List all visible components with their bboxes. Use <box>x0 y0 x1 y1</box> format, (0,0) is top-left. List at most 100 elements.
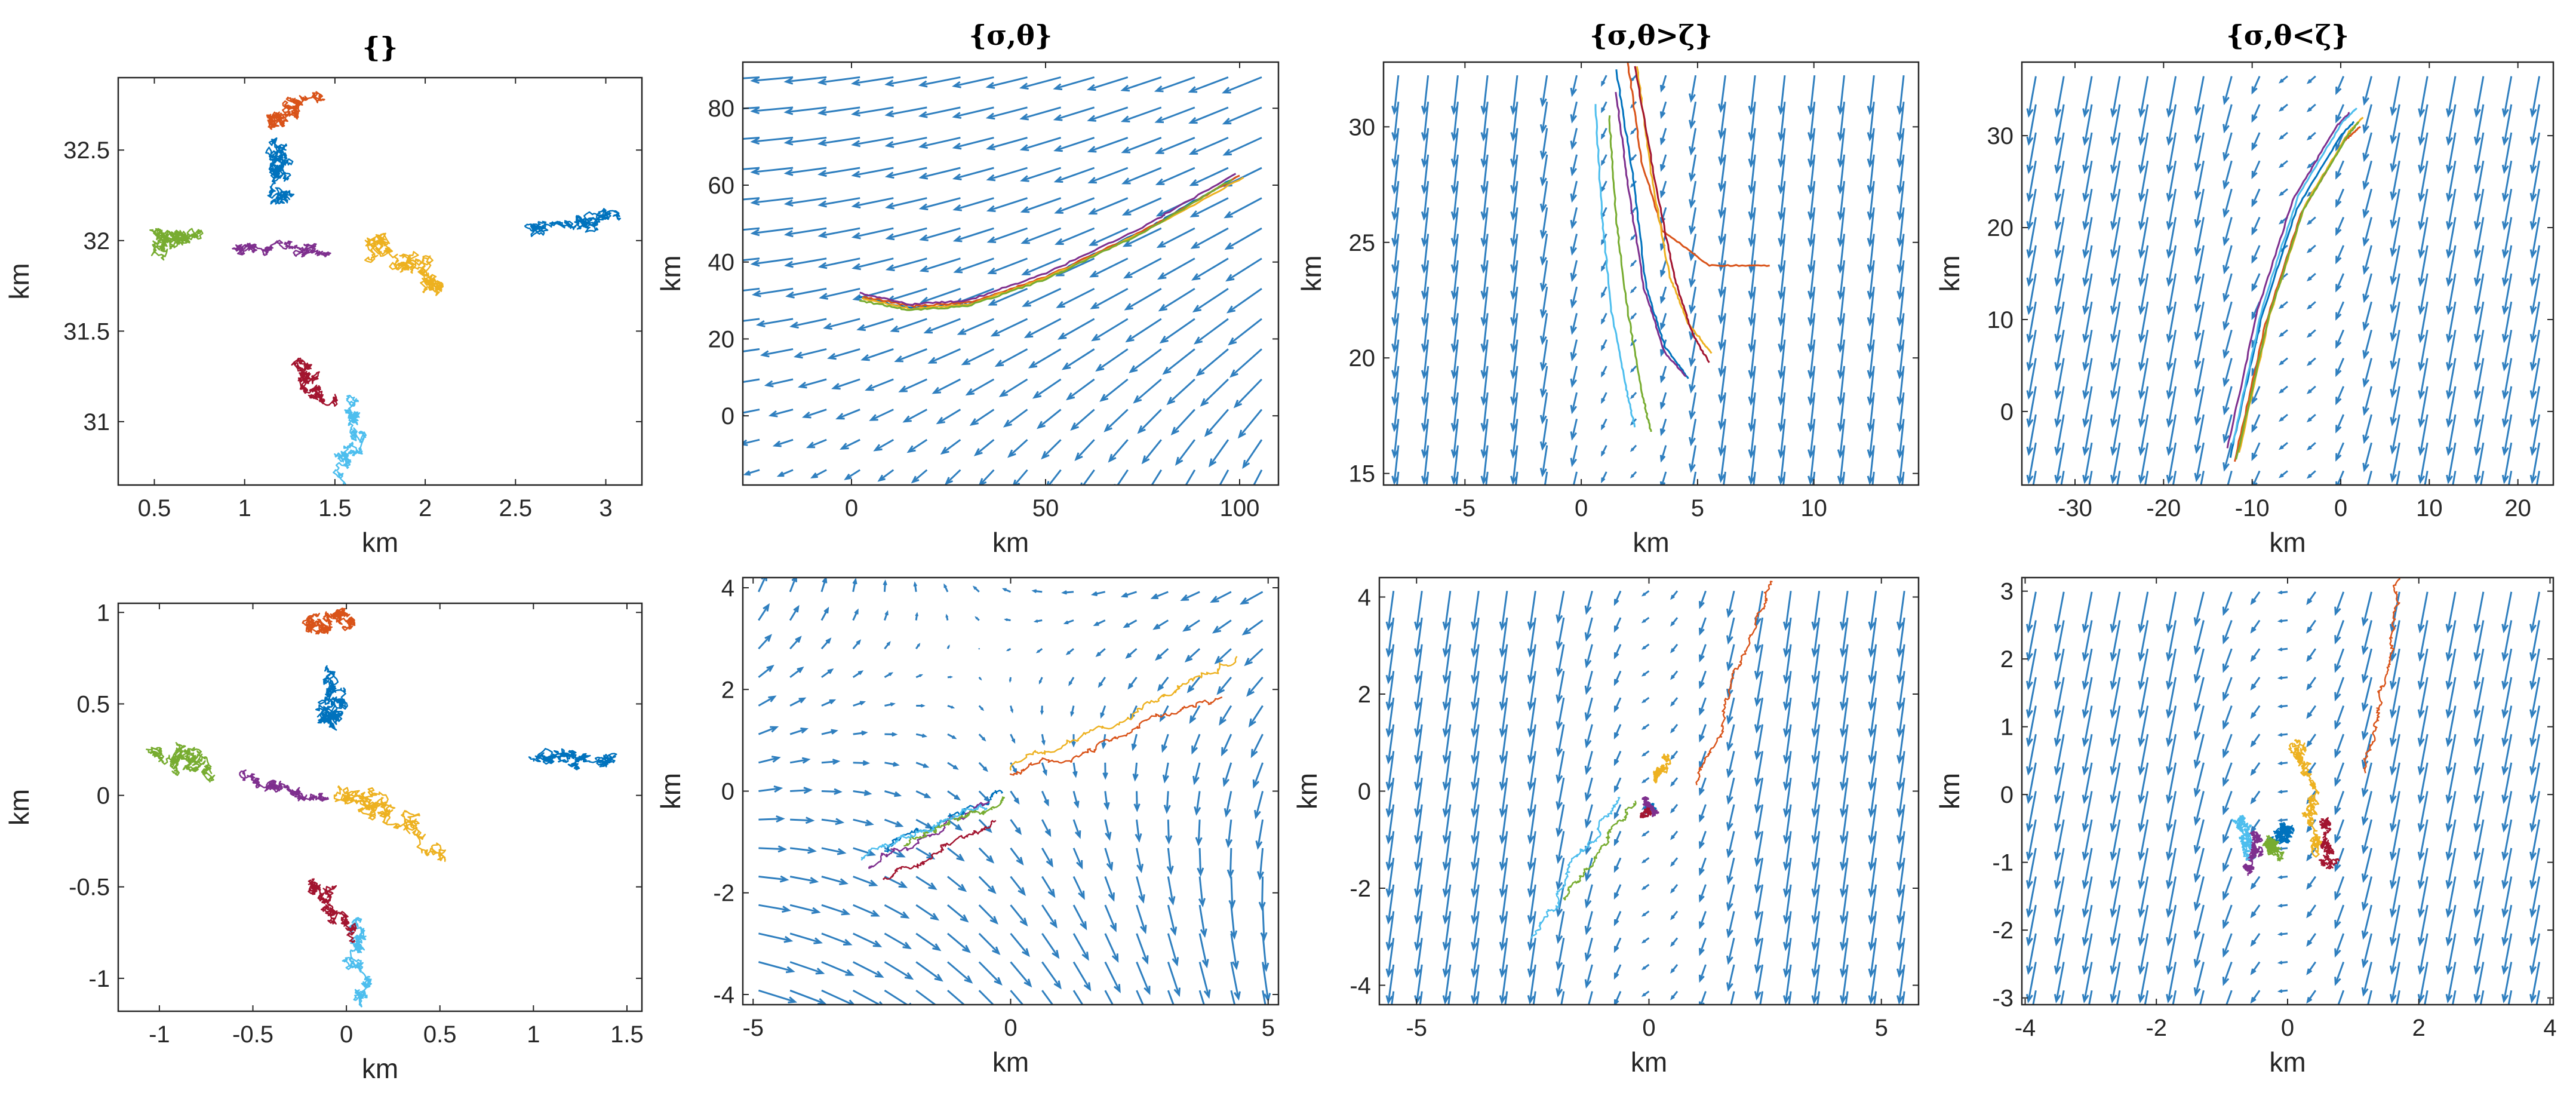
quiver-arrow <box>2335 442 2345 462</box>
quiver-arrow <box>1104 961 1121 993</box>
quiver-arrow <box>869 409 894 421</box>
quiver-arrow <box>758 815 785 823</box>
quiver-arrow <box>1688 339 1697 367</box>
quiver-arrow <box>2088 471 2093 485</box>
quiver-arrow <box>2446 330 2457 372</box>
quiver-arrow <box>1726 724 1735 752</box>
quiver-arrow <box>2417 791 2429 833</box>
quiver-arrow <box>1839 777 1849 818</box>
quiver-arrow <box>1244 648 1264 667</box>
quiver-arrow <box>1867 366 1875 406</box>
quiver-arrow <box>1442 804 1452 845</box>
quiver-arrow <box>2501 245 2513 287</box>
quiver-arrow <box>2250 961 2261 975</box>
quiver-arrow <box>1601 260 1607 272</box>
quiver-arrow <box>1480 180 1489 221</box>
quiver-arrow <box>817 197 860 208</box>
quiver-arrow <box>2110 705 2121 747</box>
quiver-arrow <box>2389 762 2400 805</box>
quiver-arrow <box>1414 644 1423 685</box>
quiver-arrow <box>947 847 965 862</box>
quiver-arrow <box>2446 245 2457 287</box>
quiver-arrow <box>789 636 802 650</box>
quiver-arrow <box>1421 207 1430 247</box>
quiver-arrow <box>2306 301 2316 310</box>
quiver-arrow <box>1391 207 1400 247</box>
quiver-arrow <box>1688 102 1697 130</box>
quiver-arrow <box>2417 762 2429 805</box>
quiver-arrow <box>1391 991 1395 1005</box>
quiver-arrow <box>1896 234 1905 274</box>
quiver-arrow <box>927 348 961 364</box>
quiver-arrow <box>1114 469 1129 485</box>
trajectory-line <box>528 748 617 771</box>
quiver-arrow <box>1041 762 1047 777</box>
quiver-arrow <box>2025 791 2037 833</box>
quiver-arrow <box>1659 128 1667 146</box>
quiver-arrow <box>2306 413 2316 423</box>
quiver-arrow <box>1539 286 1548 319</box>
quiver-arrow <box>1224 197 1262 219</box>
quiver-arrow <box>946 990 966 1005</box>
quiver-arrow <box>1570 102 1578 124</box>
quiver-arrow <box>2306 619 2317 634</box>
quiver-arrow <box>1237 409 1263 439</box>
quiver-arrow <box>1778 102 1786 142</box>
quiver-arrow <box>2250 648 2261 662</box>
quiver-arrow <box>2501 904 2513 947</box>
quiver-arrow <box>1759 991 1764 1005</box>
quiver-arrow <box>1510 286 1518 327</box>
trajectory-line <box>2231 815 2253 861</box>
quiver-arrow <box>865 378 894 391</box>
quiver-arrow <box>2389 819 2400 861</box>
quiver-arrow <box>2025 733 2037 776</box>
quiver-arrow <box>1095 348 1129 372</box>
x-tick-label: 1 <box>527 1021 540 1048</box>
quiver-arrow <box>2529 104 2541 146</box>
quiver-arrow <box>1104 848 1114 871</box>
quiver-arrow <box>1421 102 1430 142</box>
quiver-arrow <box>2251 104 2261 123</box>
quiver-arrow <box>743 378 760 383</box>
trajectory-line <box>364 232 444 296</box>
quiver-arrow <box>1222 137 1262 156</box>
quiver-arrow <box>2222 705 2233 730</box>
quiver-arrow <box>2223 189 2233 218</box>
quiver-arrow <box>789 604 800 621</box>
quiver-arrow <box>1659 366 1667 383</box>
quiver-arrow <box>1499 964 1508 1005</box>
quiver-arrow <box>2306 470 2316 479</box>
quiver-arrow <box>1103 791 1110 811</box>
quiver-arrow <box>1450 75 1459 115</box>
quiver-arrow <box>1391 445 1400 485</box>
quiver-arrow <box>743 287 760 291</box>
x-tick-label: -1 <box>149 1021 170 1048</box>
quiver-arrow <box>2025 677 2037 719</box>
quiver-arrow <box>1189 167 1229 186</box>
quiver-arrow <box>1053 76 1095 91</box>
quiver-arrow <box>1104 904 1117 932</box>
quiver-arrow <box>1601 418 1607 431</box>
quiver-arrow <box>952 167 994 181</box>
quiver-arrow <box>1193 318 1229 345</box>
quiver-arrow <box>2361 962 2372 997</box>
quiver-arrow <box>2501 104 2513 146</box>
quiver-arrow <box>797 378 827 389</box>
quiver-arrow <box>2501 876 2513 918</box>
y-tick-label: 0 <box>2000 399 2014 425</box>
quiver-arrow <box>1811 911 1821 952</box>
quiver-arrow <box>1811 644 1821 685</box>
quiver-arrow <box>1556 724 1565 757</box>
quiver-arrow <box>1718 419 1726 457</box>
quiver-arrow <box>1584 804 1593 828</box>
quiver-arrow <box>2501 160 2513 202</box>
y-tick-label: -2 <box>1350 876 1371 902</box>
quiver-arrow <box>2223 76 2233 106</box>
quiver-arrow <box>1023 318 1062 339</box>
x-tick-label: -5 <box>1406 1015 1427 1041</box>
quiver-arrow <box>2361 933 2372 969</box>
quiver-arrow <box>2222 848 2233 873</box>
quiver-arrow <box>943 583 949 593</box>
quiver-arrow <box>2473 132 2485 174</box>
quiver-arrow <box>1539 207 1548 240</box>
